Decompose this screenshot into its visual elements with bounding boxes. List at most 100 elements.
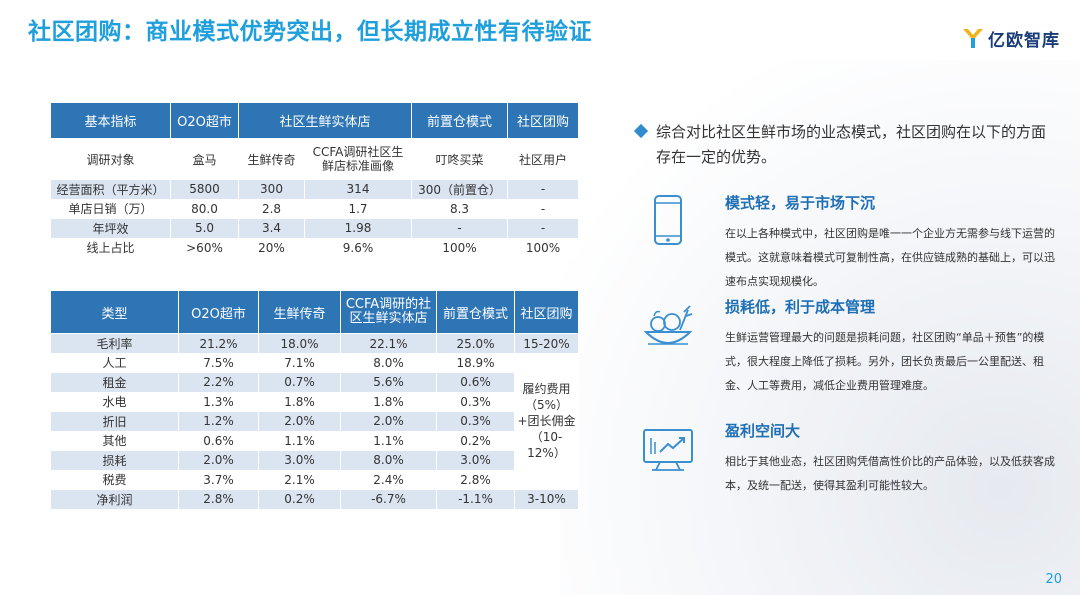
table-cell: 3-10%: [514, 489, 579, 509]
header-cell: 基本指标: [50, 102, 171, 139]
feature-heading: 模式轻，易于市场下沉: [725, 194, 876, 212]
page-title: 社区团购：商业模式优势突出，但长期成立性有待验证: [28, 19, 592, 45]
table-cell: -1.1%: [436, 489, 515, 509]
table-cell: 80.0: [170, 199, 239, 219]
feature-heading: 损耗低，利于成本管理: [725, 298, 876, 316]
header-cell: O2O超市: [178, 290, 259, 334]
table-cell: 水电: [50, 392, 179, 412]
table-cell: 20%: [238, 238, 305, 258]
table-cell: 单店日销（万）: [50, 199, 171, 219]
table-cell: 0.6%: [178, 431, 259, 451]
table-cell: 1.8%: [340, 392, 437, 412]
table-row: 损耗 2.0% 3.0% 8.0% 3.0%: [50, 450, 579, 470]
table-cell: 盒马: [170, 138, 239, 180]
header-cell: 类型: [50, 290, 179, 334]
table-cell: 300（前置仓）: [411, 179, 509, 199]
header-cell: O2O超市: [170, 102, 239, 139]
diamond-bullet-icon: [633, 123, 649, 139]
table-cell: 毛利率: [50, 333, 179, 353]
table-header-row: 基本指标 O2O超市 社区生鲜实体店 前置仓模式 社区团购: [50, 102, 580, 139]
table-cell: 0.6%: [436, 372, 515, 392]
basic-indicators-table: 基本指标 O2O超市 社区生鲜实体店 前置仓模式 社区团购 调研对象 盒马 生鲜…: [50, 102, 580, 258]
logo-mark-icon: [963, 29, 983, 48]
table-row: 年坪效 5.0 3.4 1.98 - -: [50, 218, 580, 238]
table-cell: 叮咚买菜: [411, 138, 509, 180]
table-cell: 21.2%: [178, 333, 259, 353]
summary-text: 综合对比社区生鲜市场的业态模式，社区团购在以下的方面存在一定的优势。: [656, 123, 1047, 166]
table-cell: 年坪效: [50, 218, 171, 238]
cost-structure-table: 类型 O2O超市 生鲜传奇 CCFA调研的社区生鲜实体店 前置仓模式 社区团购 …: [50, 290, 579, 509]
table-cell: 1.1%: [258, 431, 341, 451]
table-cell: 314: [303, 179, 413, 199]
table-cell: 净利润: [50, 489, 179, 509]
table-cell: 0.3%: [436, 411, 515, 431]
table-row: 水电 1.3% 1.8% 1.8% 0.3%: [50, 392, 579, 412]
header-cell: 社区团购: [514, 290, 579, 334]
table-row: 租金 2.2% 0.7% 5.6% 0.6%: [50, 372, 579, 392]
table-cell: 3.4: [238, 218, 305, 238]
table-cell: -: [411, 218, 509, 238]
table-cell: 履约费用（5%）+团长佣金（10-12%）: [514, 353, 579, 490]
table-cell: 2.8%: [436, 470, 515, 490]
table-row: 经营面积（平方米） 5800 300 314 300（前置仓） -: [50, 179, 580, 199]
header-cell: 社区团购: [507, 102, 580, 139]
table-row: 折旧 1.2% 2.0% 2.0% 0.3%: [50, 411, 579, 431]
table-cell: 经营面积（平方米）: [50, 179, 171, 199]
table-cell: 线上占比: [50, 238, 171, 258]
table-cell: 2.4%: [340, 470, 437, 490]
table-cell: 5800: [170, 179, 239, 199]
table-cell: 1.7: [303, 199, 413, 219]
table-cell: 300: [238, 179, 305, 199]
header-cell: 前置仓模式: [411, 102, 509, 139]
table-cell: 2.8%: [178, 489, 259, 509]
feature-heading: 盈利空间大: [725, 422, 801, 440]
table-cell: 7.1%: [258, 353, 341, 373]
table-cell: 1.3%: [178, 392, 259, 412]
table-row: 毛利率 21.2% 18.0% 22.1% 25.0% 15-20%: [50, 333, 579, 353]
table-cell: 5.6%: [340, 372, 437, 392]
growth-chart-icon: [643, 429, 693, 471]
table-cell: 2.0%: [258, 411, 341, 431]
table-cell: 0.3%: [436, 392, 515, 412]
table-cell: -: [507, 218, 580, 238]
table-cell: 8.0%: [340, 450, 437, 470]
table-cell: 租金: [50, 372, 179, 392]
table-cell: 100%: [411, 238, 509, 258]
logo-text: 亿欧智库: [988, 30, 1060, 51]
table-cell: -: [507, 199, 580, 219]
table-cell: 5.0: [170, 218, 239, 238]
table-cell: 生鲜传奇: [238, 138, 305, 180]
table-cell: 18.0%: [258, 333, 341, 353]
background-gradient: [560, 60, 1080, 595]
table-cell: 0.2%: [258, 489, 341, 509]
table-cell: 3.0%: [258, 450, 341, 470]
table-row: 单店日销（万） 80.0 2.8 1.7 8.3 -: [50, 199, 580, 219]
table-row: 其他 0.6% 1.1% 1.1% 0.2%: [50, 431, 579, 451]
table-cell: 2.8: [238, 199, 305, 219]
table-row: 线上占比 >60% 20% 9.6% 100% 100%: [50, 238, 580, 258]
table-cell: -: [507, 179, 580, 199]
table-cell: 0.7%: [258, 372, 341, 392]
table-row: 税费 3.7% 2.1% 2.4% 2.8%: [50, 470, 579, 490]
table-cell: 25.0%: [436, 333, 515, 353]
table-cell: 2.1%: [258, 470, 341, 490]
table-cell: 损耗: [50, 450, 179, 470]
feature-text: 生鲜运营管理最大的问题是损耗问题，社区团购“单品＋预售”的模式，很大程度上降低了…: [725, 331, 1045, 392]
feature-text: 相比于其他业态，社区团购凭借高性价比的产品体验，以及低获客成本，及统一配送，使得…: [725, 455, 1055, 492]
table-cell: 15-20%: [514, 333, 579, 353]
table-row: 人工 7.5% 7.1% 8.0% 18.9% 履约费用（5%）+团长佣金（10…: [50, 353, 579, 490]
table-cell: 2.0%: [340, 411, 437, 431]
vegetables-icon: [643, 305, 693, 345]
table-cell: >60%: [170, 238, 239, 258]
table-row: 净利润 2.8% 0.2% -6.7% -1.1% 3-10%: [50, 489, 579, 509]
table-cell: 税费: [50, 470, 179, 490]
table-cell: 0.2%: [436, 431, 515, 451]
logo: 亿欧智库: [961, 26, 1060, 51]
table-cell: 人工: [50, 353, 179, 373]
table-cell: 1.98: [303, 218, 413, 238]
header-cell: 社区生鲜实体店: [237, 102, 413, 139]
table-cell: 2.0%: [178, 450, 259, 470]
table-row: 调研对象 盒马 生鲜传奇 CCFA调研社区生鲜店标准画像 叮咚买菜 社区用户: [50, 138, 580, 180]
table-cell: -6.7%: [340, 489, 437, 509]
table-cell: 18.9%: [436, 353, 515, 373]
